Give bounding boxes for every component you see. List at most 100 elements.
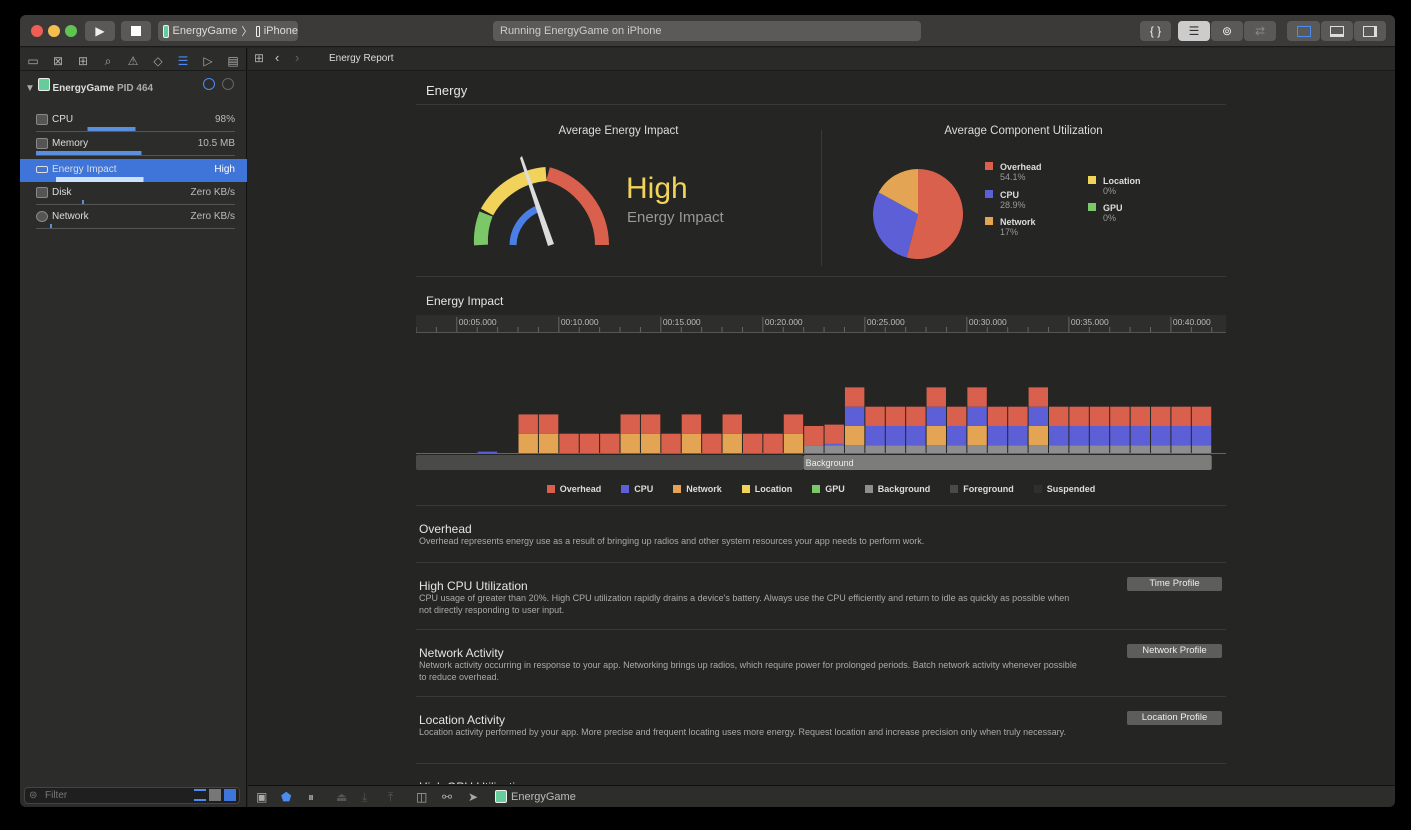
folder-icon[interactable]: ▭ [27, 54, 39, 68]
report-icon[interactable]: ▤ [227, 54, 239, 68]
gauge-current-arc [509, 204, 542, 246]
gauge-title: Average Energy Impact [558, 125, 679, 137]
bar-segment-background [1048, 445, 1069, 453]
bar-segment-network [967, 425, 987, 446]
debug-area-toggle-button[interactable] [1321, 21, 1353, 41]
zoom-window-button[interactable] [65, 25, 77, 37]
x-tick-label: 00:05.000 [459, 317, 497, 327]
bar-segment-network [620, 433, 640, 453]
item-label: CPU [52, 114, 74, 125]
activity-text: Running EnergyGame on iPhone [500, 25, 662, 37]
chart-title: Energy Impact [426, 294, 504, 308]
breakpoint-icon[interactable]: ▷ [203, 54, 213, 68]
pause-icon[interactable]: ⏸ [308, 790, 315, 804]
jump-bar-title[interactable]: Energy Report [329, 53, 394, 64]
legend-swatch [741, 485, 750, 493]
step-into-icon[interactable]: ⤓ [362, 790, 368, 804]
disclosure-triangle-icon[interactable]: ▼ [25, 83, 35, 94]
library-button[interactable]: { } [1140, 21, 1171, 41]
source-control-icon[interactable]: ⊠ [52, 54, 64, 68]
navigator-toggle-button[interactable] [1287, 21, 1320, 41]
location-icon[interactable]: ➤ [468, 790, 479, 804]
bar-segment-overhead [865, 406, 885, 426]
minimize-window-button[interactable] [48, 25, 60, 37]
view-hierarchy-icon[interactable]: ◫ [416, 790, 428, 804]
filter-option-icon[interactable] [209, 789, 221, 801]
gauge-icon[interactable] [203, 78, 215, 90]
filter-option-icon[interactable] [194, 789, 206, 801]
debug-icon[interactable]: ☰ [177, 54, 189, 68]
filter-option-icon[interactable] [224, 789, 236, 801]
section-title: High GPU Utilization [419, 780, 528, 784]
bar-segment-overhead [742, 433, 763, 453]
bar-segment-overhead [681, 414, 702, 434]
x-tick-label: 00:40.000 [1173, 317, 1211, 327]
bar-segment-network [783, 433, 804, 453]
scheme-selector[interactable]: EnergyGame 〉 iPhone [158, 21, 298, 41]
assistant-editor-icon: ⊚ [1221, 24, 1233, 38]
assistant-editor-button[interactable]: ⊚ [1211, 21, 1243, 41]
breakpoints-toggle-icon[interactable]: ⬟ [281, 790, 292, 804]
warning-icon[interactable]: ⚠ [127, 54, 139, 68]
legend-label: Suspended [1046, 484, 1096, 494]
legend-swatch [1088, 203, 1096, 211]
bar-segment-overhead [640, 414, 661, 434]
location-profile-button[interactable]: Location Profile [1127, 711, 1222, 725]
symbol-icon[interactable]: ⊞ [77, 54, 89, 68]
inspector-toggle-button[interactable] [1354, 21, 1386, 41]
sidebar-item-disk[interactable]: Disk Zero KB/s [20, 182, 247, 205]
bar-segment-overhead [600, 433, 620, 453]
pie-legend-item: Network 17% [985, 217, 1036, 237]
standard-editor-button[interactable]: ☰ [1178, 21, 1210, 41]
legend-label: GPU [1103, 203, 1123, 213]
time-profile-button[interactable]: Time Profile [1127, 577, 1222, 591]
legend-item: Location [741, 484, 792, 494]
bar-segment-overhead [559, 433, 579, 453]
process-row[interactable]: ▼ EnergyGame PID 464 [25, 78, 240, 94]
sidebar-item-cpu[interactable]: CPU 98% [20, 109, 247, 132]
bar-segment-overhead [722, 414, 742, 434]
step-over-icon[interactable]: ⏏ [336, 790, 348, 804]
legend-swatch [621, 485, 630, 493]
item-label: Network [52, 211, 89, 222]
run-button[interactable]: ▶ [85, 21, 115, 41]
pie-legend-item: CPU 28.9% [985, 190, 1026, 210]
pie-slice-cpu [873, 192, 918, 258]
standard-editor-icon: ☰ [1188, 24, 1200, 38]
bar-segment-overhead [538, 414, 559, 434]
debug-target[interactable]: EnergyGame [495, 790, 576, 803]
memory-graph-icon[interactable]: ⚯ [442, 790, 453, 804]
legend-item: Suspended [1033, 484, 1096, 494]
back-icon[interactable]: ‹ [275, 50, 280, 65]
sidebar-item-memory[interactable]: Memory 10.5 MB [20, 133, 247, 156]
section-title: Network Activity [419, 646, 504, 660]
legend-value: 28.9% [1000, 200, 1026, 210]
disk-icon [36, 187, 48, 198]
bar-segment-cpu [1151, 425, 1171, 446]
pause-process-icon[interactable] [222, 78, 234, 90]
x-tick-label: 00:10.000 [561, 317, 599, 327]
sidebar-item-energy-impact[interactable]: Energy Impact High [20, 159, 247, 182]
sidebar-item-network[interactable]: Network Zero KB/s [20, 206, 247, 229]
step-out-icon[interactable]: ⤒ [388, 790, 394, 804]
close-window-button[interactable] [31, 25, 43, 37]
process-pid: PID 464 [116, 83, 154, 94]
version-editor-button[interactable]: ⇄ [1244, 21, 1276, 41]
time-ruler[interactable] [416, 315, 1226, 332]
console-toggle-icon[interactable]: ▣ [256, 790, 268, 804]
network-profile-button[interactable]: Network Profile [1127, 644, 1222, 658]
related-items-icon[interactable]: ⊞ [254, 51, 265, 65]
bar-segment-overhead [783, 414, 804, 434]
bar-segment-overhead [1048, 406, 1069, 426]
forward-icon[interactable]: › [295, 50, 300, 65]
app-icon [495, 790, 507, 803]
test-icon[interactable]: ◇ [153, 54, 163, 68]
energy-level: High [626, 172, 688, 205]
bar-segment-network [722, 433, 742, 453]
filter-field[interactable]: ⊜ Filter [24, 787, 240, 804]
memory-sparkline [36, 151, 235, 156]
search-icon[interactable]: ⌕ [104, 54, 112, 68]
stop-button[interactable] [121, 21, 151, 41]
bar-segment-background [865, 445, 885, 453]
legend-label: Overhead [1000, 162, 1042, 172]
